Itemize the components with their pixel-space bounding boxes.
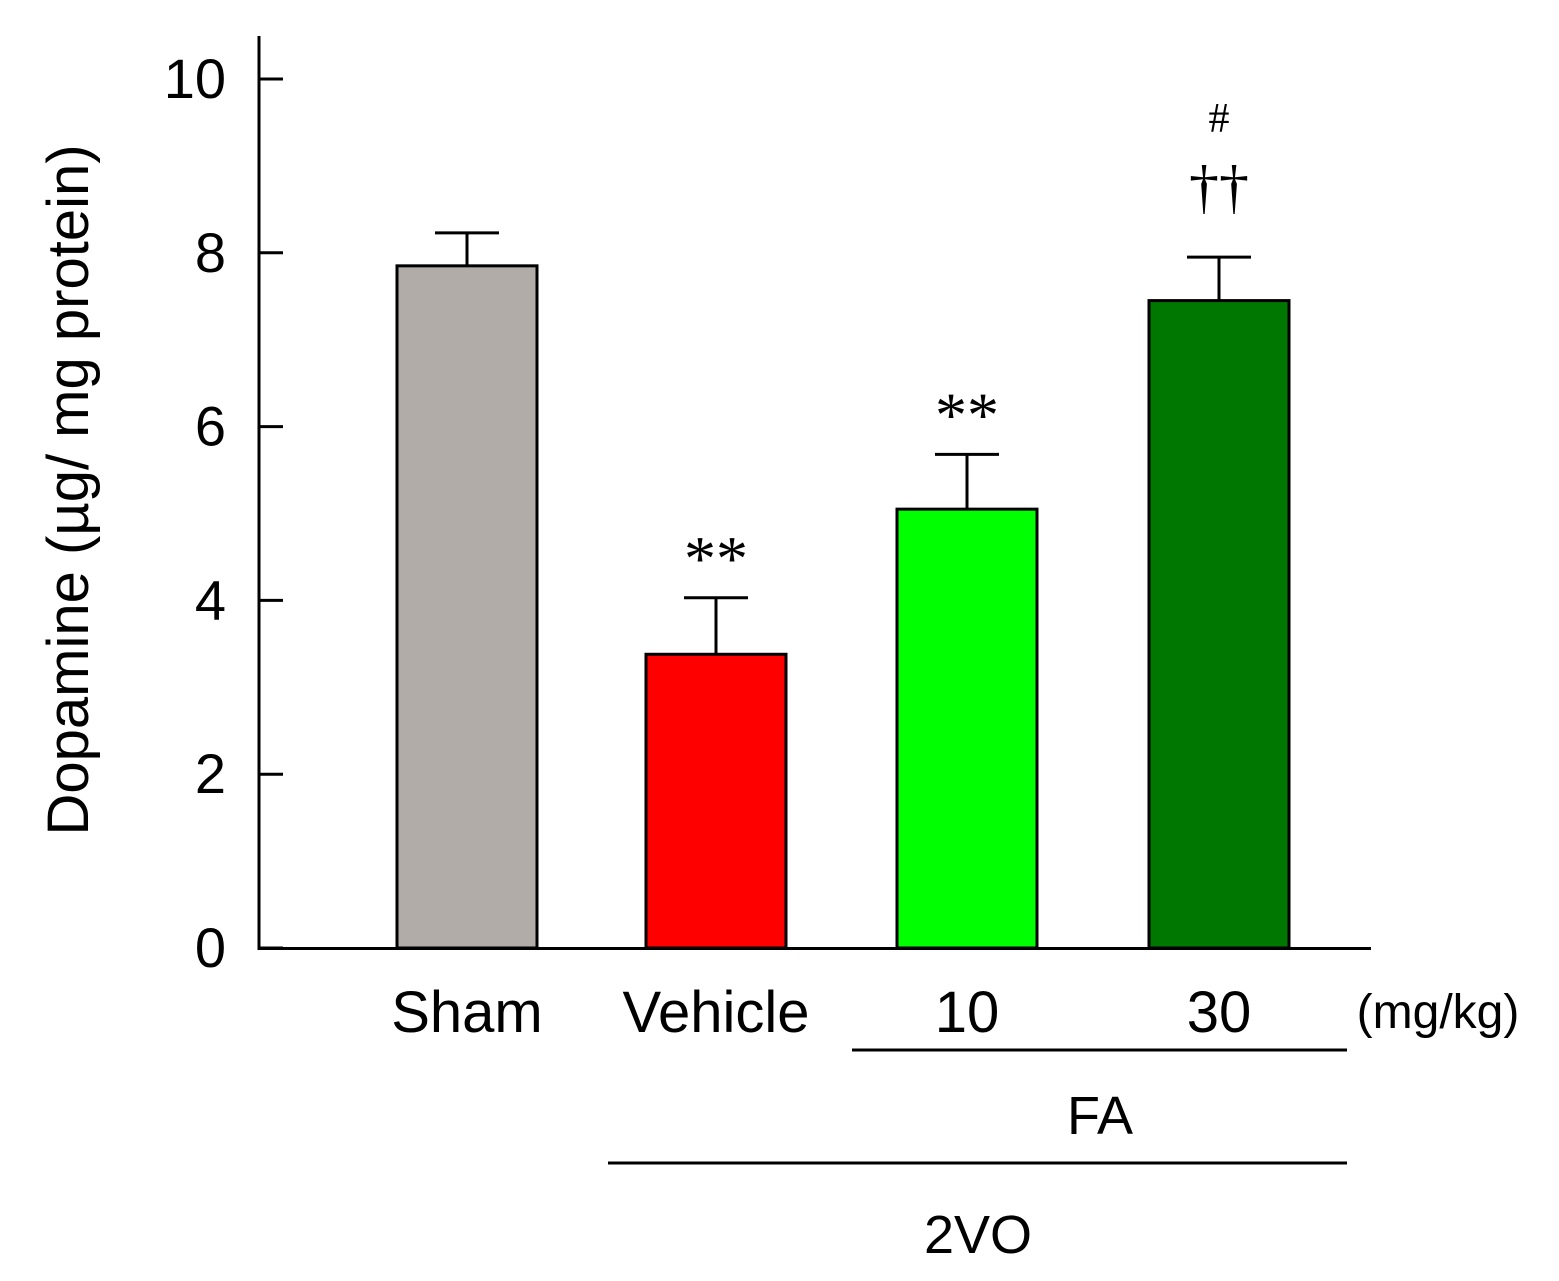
y-ticks: 0 2 4 6 8 10	[164, 47, 283, 979]
y-tick-label-4: 4	[195, 568, 226, 631]
y-tick-label-0: 0	[195, 916, 226, 979]
bar-sham	[395, 264, 539, 950]
y-tick-label-2: 2	[195, 742, 226, 805]
significance-marker: ††	[1189, 154, 1249, 220]
bar-vehicle	[644, 652, 788, 950]
fa-group-label: FA	[1067, 1086, 1133, 1146]
x-label-10: 10	[935, 980, 1000, 1045]
unit-label: (mg/kg)	[1357, 986, 1520, 1039]
significance-marker: #	[1209, 96, 1230, 142]
bar-10	[895, 507, 1039, 950]
x-tick-labels: Sham Vehicle 10 30	[391, 980, 1251, 1045]
x-label-sham: Sham	[391, 980, 543, 1045]
2vo-group-label: 2VO	[924, 1205, 1032, 1265]
bars	[395, 264, 1291, 950]
significance-marker: **	[684, 523, 748, 594]
x-label-vehicle: Vehicle	[622, 980, 809, 1045]
y-tick-label-10: 10	[164, 47, 226, 110]
significance-markers: ** ** †† #	[684, 96, 1249, 594]
y-axis-title: Dopamine (µg/ mg protein)	[36, 144, 101, 835]
bar-30	[1147, 299, 1291, 950]
y-tick-label-6: 6	[195, 395, 226, 458]
x-label-30: 30	[1187, 980, 1252, 1045]
error-bars	[435, 231, 1251, 655]
plot-area: ** ** †† # 0 2 4 6 8 10 Sham Vehicle 10 30	[164, 36, 1371, 1045]
y-tick-label-8: 8	[195, 221, 226, 284]
significance-marker: **	[935, 379, 999, 450]
